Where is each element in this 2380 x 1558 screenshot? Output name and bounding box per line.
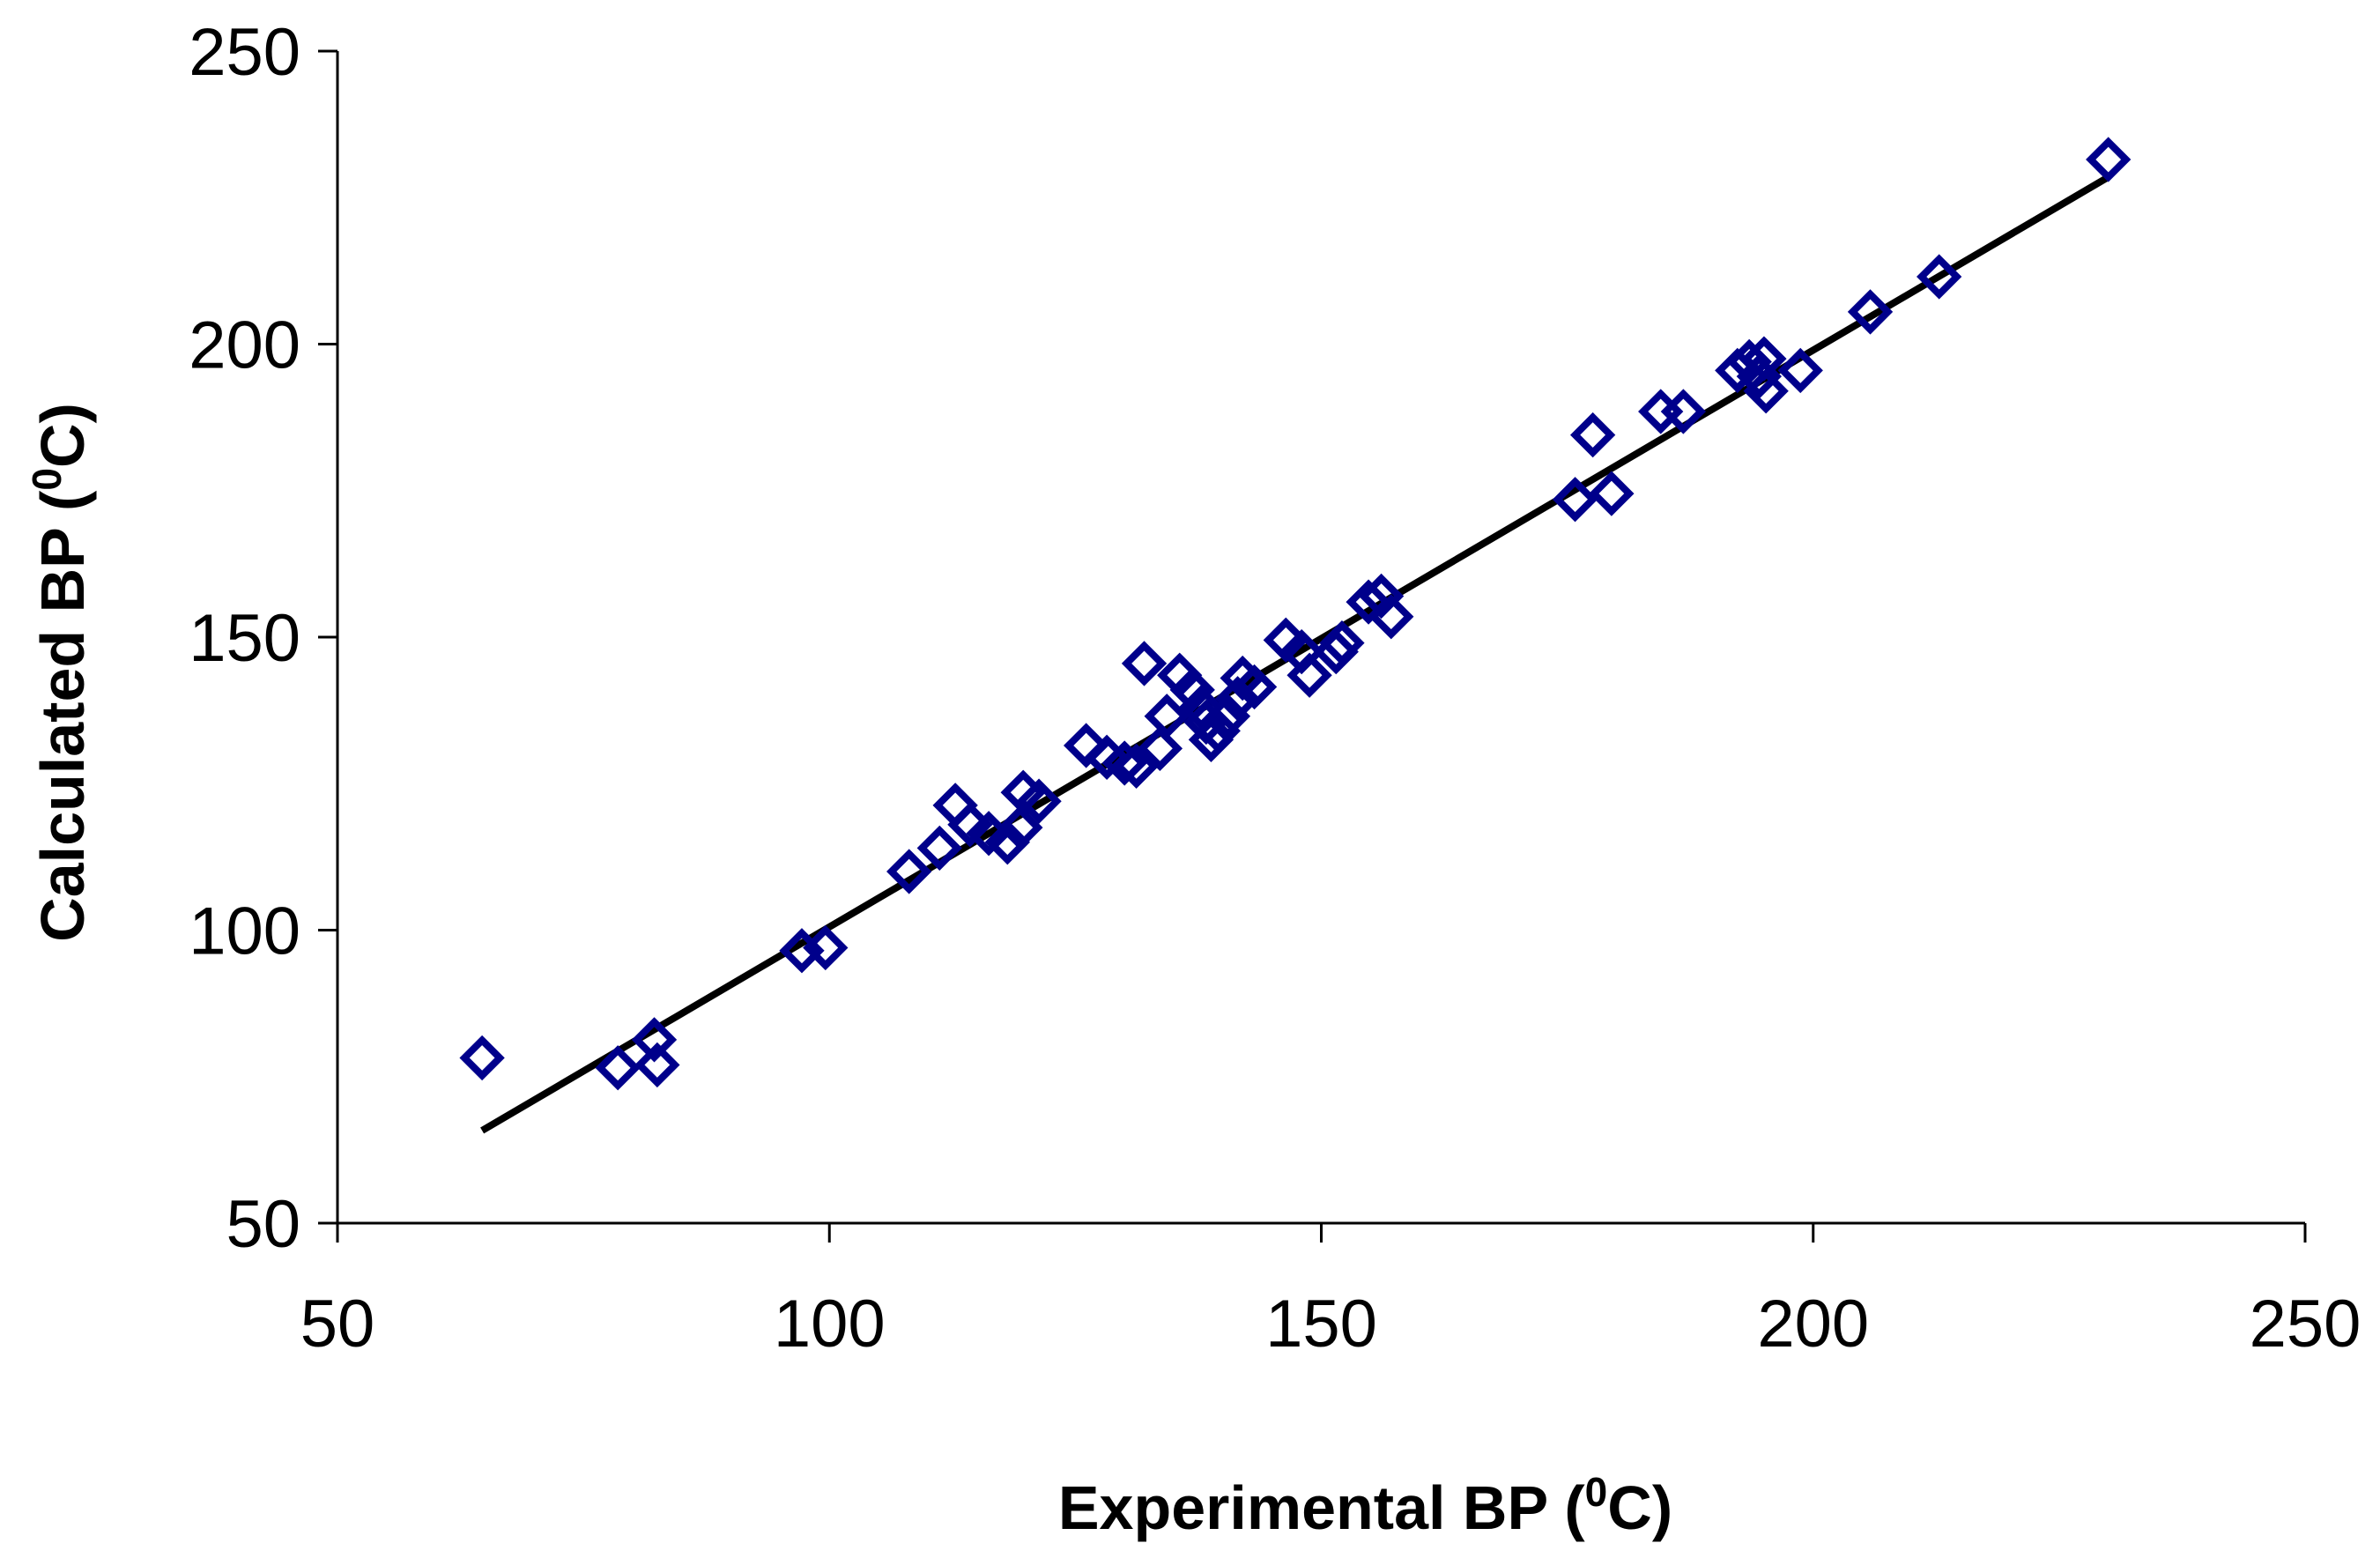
data-point [984, 820, 1030, 865]
data-point [1569, 412, 1616, 458]
data-point [1346, 579, 1391, 625]
data-point [631, 1017, 678, 1063]
fit-line-group [480, 174, 2110, 1134]
data-point [1660, 389, 1707, 434]
y-tick-label: 150 [189, 601, 300, 676]
data-points [459, 137, 2132, 1091]
y-tick-label: 200 [189, 308, 300, 383]
data-point [1777, 347, 1823, 394]
data-point [1113, 743, 1160, 789]
data-point [1552, 477, 1598, 523]
data-point [2086, 137, 2132, 182]
data-point [916, 825, 962, 872]
data-point [634, 1042, 680, 1088]
data-point [886, 849, 932, 894]
x-tick-label: 200 [1757, 1287, 1869, 1361]
data-point [1101, 740, 1147, 786]
y-tick-label: 250 [189, 15, 300, 90]
x-axis-title-superscript: 0 [1585, 1469, 1608, 1515]
x-tick-label: 50 [300, 1287, 375, 1361]
y-tick-label: 100 [189, 894, 300, 969]
x-tick-label: 250 [2250, 1287, 2361, 1361]
data-point [1368, 594, 1414, 640]
data-point [1286, 652, 1332, 698]
data-point [1169, 667, 1215, 713]
data-point [1743, 368, 1789, 414]
data-point [1638, 389, 1684, 434]
y-tick-label: 50 [226, 1187, 300, 1262]
y-axis-title-suffix: C) [28, 403, 97, 468]
data-point [1231, 664, 1278, 710]
data-point [1917, 254, 1962, 300]
y-axis-title-superscript: 0 [24, 468, 70, 491]
data-point [595, 1045, 641, 1091]
data-point [1016, 778, 1062, 824]
fit-line [480, 174, 2110, 1134]
data-point [1319, 619, 1365, 666]
data-point [1121, 641, 1168, 686]
data-point [1064, 723, 1109, 768]
ticks: 50 100 150 200 250 50 100 150 200 250 [189, 15, 2361, 1361]
data-point [1137, 725, 1183, 772]
x-axis-title-prefix: Experimental BP ( [1058, 1473, 1585, 1542]
x-tick-label: 150 [1265, 1287, 1377, 1361]
x-tick-label: 100 [774, 1287, 886, 1361]
y-axis-title: Calculated BP (0C) [24, 403, 97, 942]
data-point [803, 924, 849, 971]
x-axis-title-suffix: C) [1607, 1473, 1672, 1542]
data-point [459, 1035, 505, 1081]
data-point [997, 805, 1043, 850]
data-point [1144, 694, 1190, 739]
data-point [1195, 708, 1241, 754]
x-axis-title: Experimental BP (0C) [1058, 1469, 1672, 1542]
data-point [1847, 289, 1894, 335]
data-point [1589, 471, 1635, 516]
y-axis-title-prefix: Calculated BP ( [28, 490, 97, 942]
